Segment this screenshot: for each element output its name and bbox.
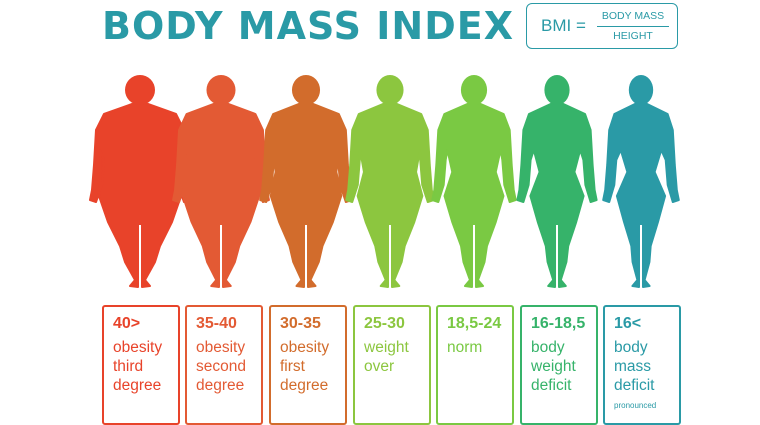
bmi-card-7: 16< body mass deficit pronounced <box>603 305 681 425</box>
bmi-card-5: 18,5-24 norm <box>436 305 514 425</box>
body-silhouette-1 <box>89 75 191 288</box>
bmi-note: pronounced <box>614 401 657 410</box>
silhouette-head <box>628 75 654 105</box>
formula-numerator: BODY MASS <box>601 10 665 22</box>
silhouette-body <box>602 103 680 288</box>
formula-lhs: BMI = <box>541 16 586 35</box>
bmi-formula: BMI = BODY MASS HEIGHT <box>526 3 678 49</box>
bmi-card-2: 35-40 obesity second degree <box>185 305 263 425</box>
bmi-card-1: 40> obesity third degree <box>102 305 180 425</box>
silhouette-head <box>460 75 488 105</box>
bmi-description: body mass deficit <box>614 339 655 394</box>
silhouette-head <box>125 75 155 105</box>
bmi-range: 16-18,5 <box>531 315 586 332</box>
bmi-range: 25-30 <box>364 315 405 332</box>
bmi-description: obesity second degree <box>196 339 246 394</box>
silhouette-head <box>291 75 321 105</box>
bmi-description: obesity first degree <box>280 339 330 394</box>
body-silhouette-2 <box>172 75 270 288</box>
bmi-card-4: 25-30 weight over <box>353 305 431 425</box>
bmi-description: obesity third degree <box>113 339 163 394</box>
body-silhouette-5 <box>431 75 517 288</box>
silhouette-body <box>345 103 435 288</box>
fraction-bar <box>597 26 669 27</box>
silhouette-body <box>431 103 517 288</box>
body-silhouette-7 <box>602 75 680 288</box>
body-silhouette-3 <box>259 75 353 288</box>
bmi-range: 30-35 <box>280 315 321 332</box>
formula-denominator: HEIGHT <box>613 30 653 42</box>
body-silhouette-6 <box>516 75 598 288</box>
silhouette-head <box>206 75 236 105</box>
bmi-card-3: 30-35 obesity first degree <box>269 305 347 425</box>
bmi-description: weight over <box>364 339 409 375</box>
bmi-range: 16< <box>614 315 642 332</box>
bmi-description: body weight deficit <box>531 339 576 394</box>
page-title: BODY MASS INDEX <box>102 4 515 48</box>
silhouette-head <box>544 75 570 105</box>
bmi-card-6: 16-18,5 body weight deficit <box>520 305 598 425</box>
silhouette-head <box>376 75 404 105</box>
silhouette-body <box>172 103 270 288</box>
silhouette-body <box>259 103 353 288</box>
bmi-description: norm <box>447 339 483 356</box>
bmi-range: 40> <box>113 315 141 332</box>
silhouette-body <box>516 103 598 288</box>
body-silhouette-4 <box>345 75 435 288</box>
bmi-range: 18,5-24 <box>447 315 502 332</box>
body-silhouettes <box>89 75 680 288</box>
bmi-range: 35-40 <box>196 315 237 332</box>
